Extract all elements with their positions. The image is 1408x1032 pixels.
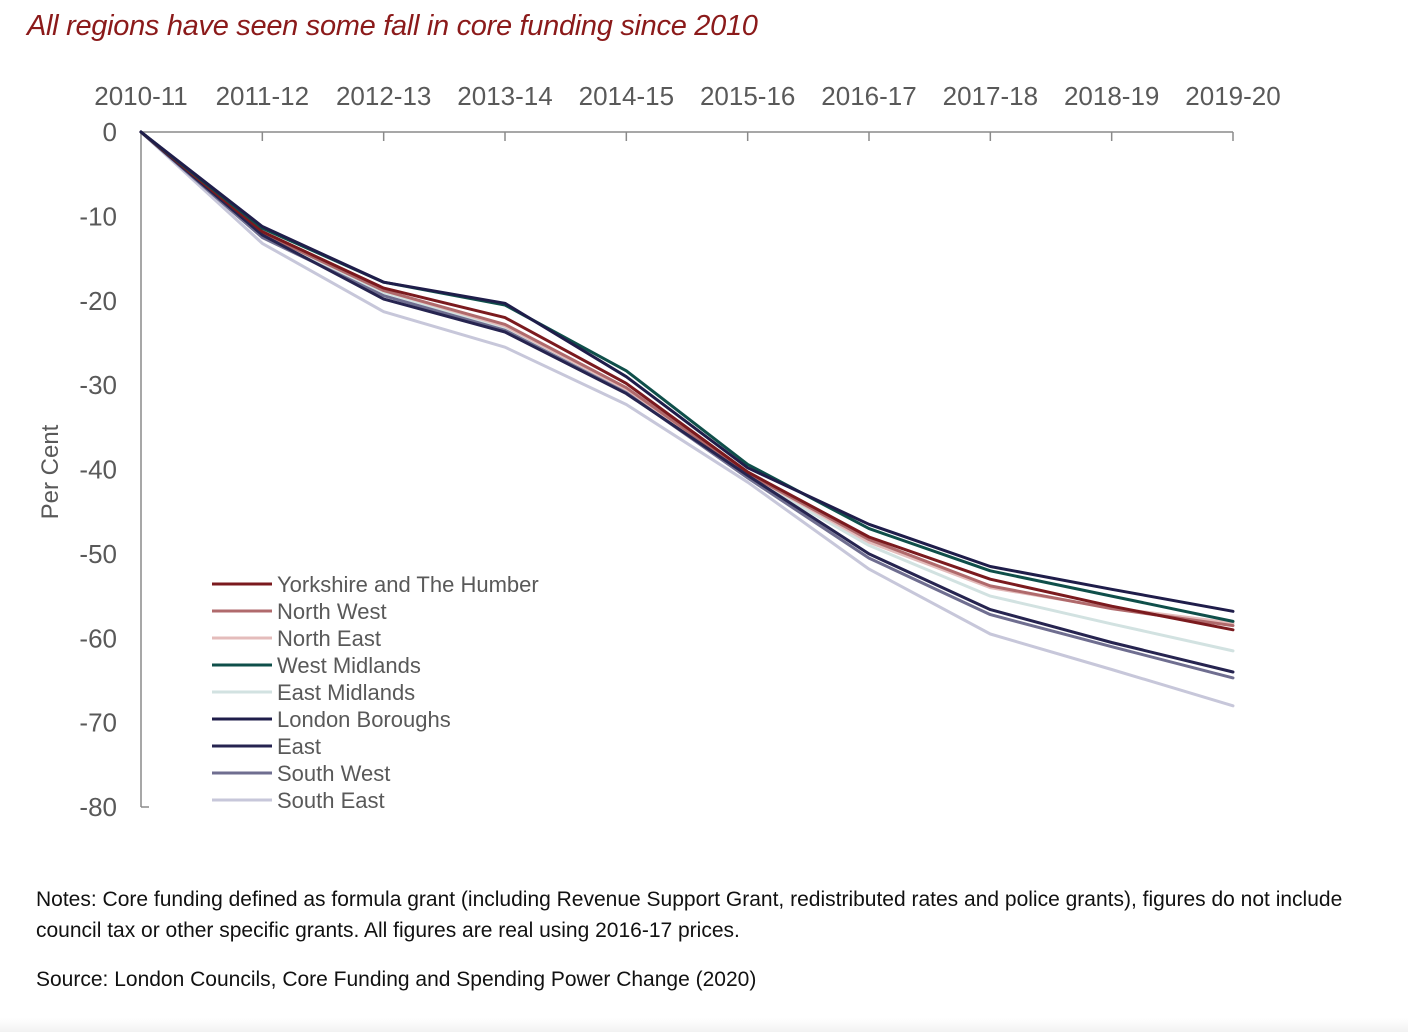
series-line-south-east	[139, 130, 1235, 708]
bottom-shade	[0, 1018, 1408, 1032]
y-axis-labels: 0 -10 -20 -30 -40 -50 -60 -70 -80	[79, 117, 117, 822]
chart-source: Source: London Councils, Core Funding an…	[36, 968, 757, 991]
y-tick-label-70: -70	[79, 708, 117, 738]
y-tick-label-60: -60	[79, 623, 117, 653]
page-title: All regions have seen some fall in core …	[27, 10, 758, 42]
y-tick-label-0: 0	[103, 117, 117, 147]
series-line-north-west	[139, 130, 1235, 628]
x-tick-label-2011-12: 2011-12	[216, 81, 310, 111]
line-chart: 2010-11 2011-12 2012-13 2013-14 2014-15 2015-…	[37, 81, 1281, 822]
x-tick-label-2019-20: 2019-20	[1185, 81, 1280, 111]
chart-axes	[140, 131, 1234, 808]
x-tick-label-2014-15: 2014-15	[579, 81, 674, 111]
y-tick-label-80: -80	[79, 792, 117, 822]
legend-label-south-east: South East	[277, 788, 385, 813]
x-tick-label-2013-14: 2013-14	[457, 81, 552, 111]
legend-label-north-west: North West	[277, 599, 387, 624]
y-tick-label-20: -20	[79, 286, 117, 316]
y-tick-label-30: -30	[79, 370, 117, 400]
y-tick-label-50: -50	[79, 539, 117, 569]
legend-label-london-boroughs: London Boroughs	[277, 707, 451, 732]
legend-label-north-east: North East	[277, 626, 381, 651]
legend-label-east-midlands: East Midlands	[277, 680, 415, 705]
x-tick-label-2015-16: 2015-16	[700, 81, 795, 111]
y-tick-label-40: -40	[79, 455, 117, 485]
x-tick-label-2012-13: 2012-13	[336, 81, 431, 111]
series-line-east	[139, 130, 1235, 674]
x-axis-labels: 2010-11 2011-12 2012-13 2013-14 2014-15 2015-…	[94, 81, 1280, 111]
chart-notes: Notes: Core funding defined as formula g…	[36, 888, 1343, 942]
legend-label-west-midlands: West Midlands	[277, 653, 421, 678]
series-line-london-boroughs	[139, 130, 1235, 613]
y-tick-label-10: -10	[79, 201, 117, 231]
y-axis-title: Per Cent	[37, 424, 64, 519]
x-tick-label-2017-18: 2017-18	[943, 81, 1038, 111]
x-tick-label-2018-19: 2018-19	[1064, 81, 1159, 111]
x-tick-label-2010-11: 2010-11	[94, 81, 188, 111]
legend-label-yorkshire-and-the-humber: Yorkshire and The Humber	[277, 572, 539, 597]
series-lines	[139, 130, 1235, 708]
legend-label-south-west: South West	[277, 761, 390, 786]
series-line-west-midlands	[139, 130, 1235, 623]
x-tick-label-2016-17: 2016-17	[821, 81, 916, 111]
legend-label-east: East	[277, 734, 321, 759]
series-line-north-east	[139, 130, 1235, 625]
series-line-yorkshire-and-the-humber	[139, 130, 1235, 632]
